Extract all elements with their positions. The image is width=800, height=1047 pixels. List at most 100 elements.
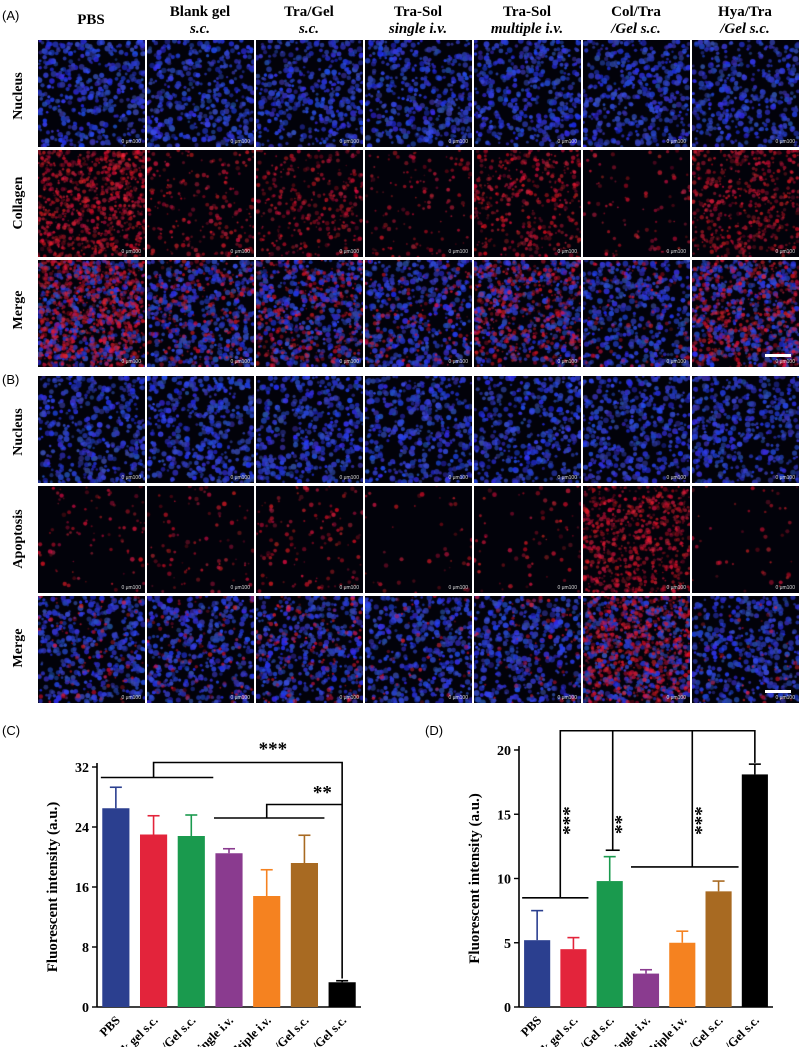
stain-image: 0 μm100 bbox=[365, 486, 472, 593]
scale-label: 0 μm100 bbox=[557, 249, 577, 255]
scale-label: 0 μm100 bbox=[121, 475, 141, 481]
significance-bracket bbox=[559, 730, 756, 898]
y-tick-label: 0 bbox=[82, 1001, 89, 1016]
bar bbox=[177, 836, 205, 1007]
stain-image: 0 μm100 bbox=[583, 486, 690, 593]
panel-label-d: (D) bbox=[425, 723, 444, 738]
nucleus-image: 0 μm100 bbox=[365, 40, 472, 147]
scale-label: 0 μm100 bbox=[339, 695, 359, 701]
scale-bar bbox=[765, 690, 791, 693]
y-tick-label: 5 bbox=[504, 937, 511, 952]
y-tick-label: 24 bbox=[75, 821, 89, 836]
row-label-nucleus-a: Nucleus bbox=[11, 72, 26, 120]
merge-image: 0 μm100 bbox=[474, 596, 581, 703]
column-header-line2: s.c. bbox=[299, 21, 319, 37]
nucleus-image: 0 μm100 bbox=[256, 376, 363, 483]
merge-image: 0 μm100 bbox=[365, 260, 472, 367]
merge-image: 0 μm100 bbox=[583, 596, 690, 703]
stain-image: 0 μm100 bbox=[38, 150, 145, 257]
column-header-line1: Blank gel bbox=[169, 4, 231, 20]
scale-label: 0 μm100 bbox=[775, 475, 795, 481]
stain-image: 0 μm100 bbox=[256, 486, 363, 593]
scale-label: 0 μm100 bbox=[230, 475, 250, 481]
bar bbox=[632, 973, 660, 1007]
significance-marker: ** bbox=[612, 815, 633, 834]
scale-label: 0 μm100 bbox=[557, 359, 577, 365]
stain-image: 0 μm100 bbox=[474, 150, 581, 257]
scale-label: 0 μm100 bbox=[230, 695, 250, 701]
scale-label: 0 μm100 bbox=[557, 585, 577, 591]
y-tick-label: 20 bbox=[497, 744, 511, 759]
significance-marker: *** bbox=[691, 806, 712, 835]
nucleus-image: 0 μm100 bbox=[256, 40, 363, 147]
bar bbox=[102, 808, 130, 1007]
column-header: Tra-Sol single i.v. bbox=[363, 4, 473, 38]
nucleus-image: 0 μm100 bbox=[38, 376, 145, 483]
column-header: PBS bbox=[36, 12, 146, 29]
stain-image: 0 μm100 bbox=[38, 486, 145, 593]
scale-label: 0 μm100 bbox=[666, 475, 686, 481]
y-tick-label: 16 bbox=[75, 881, 89, 896]
bar bbox=[741, 774, 768, 1007]
scale-label: 0 μm100 bbox=[448, 139, 468, 145]
scale-label: 0 μm100 bbox=[775, 695, 795, 701]
merge-image: 0 μm100 bbox=[692, 596, 799, 703]
row-label-nucleus-b: Nucleus bbox=[11, 408, 26, 456]
x-tick-label: PBS bbox=[97, 1013, 123, 1039]
bar bbox=[290, 863, 319, 1007]
nucleus-image: 0 μm100 bbox=[474, 40, 581, 147]
column-header-line2: single i.v. bbox=[388, 21, 448, 37]
merge-image: 0 μm100 bbox=[583, 260, 690, 367]
scale-label: 0 μm100 bbox=[339, 249, 359, 255]
scale-label: 0 μm100 bbox=[666, 359, 686, 365]
merge-image: 0 μm100 bbox=[147, 260, 254, 367]
scale-label: 0 μm100 bbox=[448, 249, 468, 255]
bar bbox=[139, 834, 168, 1007]
scale-label: 0 μm100 bbox=[775, 139, 795, 145]
x-tick-label: PBS bbox=[518, 1013, 544, 1039]
column-header: Col/Tra/Gel s.c. bbox=[581, 4, 691, 38]
bar bbox=[328, 982, 356, 1007]
panel-label-c: (C) bbox=[2, 723, 21, 738]
stain-image: 0 μm100 bbox=[692, 150, 799, 257]
scale-label: 0 μm100 bbox=[666, 139, 686, 145]
scale-label: 0 μm100 bbox=[775, 249, 795, 255]
column-header: Tra/Gel s.c. bbox=[254, 4, 364, 38]
scale-label: 0 μm100 bbox=[339, 475, 359, 481]
scale-label: 0 μm100 bbox=[339, 139, 359, 145]
bar bbox=[596, 881, 623, 1007]
merge-image: 0 μm100 bbox=[147, 596, 254, 703]
scale-label: 0 μm100 bbox=[775, 359, 795, 365]
column-header: Hya/Tra/Gel s.c. bbox=[690, 4, 800, 38]
scale-bar bbox=[765, 354, 791, 357]
column-header-line2: /Gel s.c. bbox=[720, 21, 770, 37]
stain-image: 0 μm100 bbox=[474, 486, 581, 593]
y-tick-label: 15 bbox=[497, 808, 511, 823]
merge-image: 0 μm100 bbox=[256, 260, 363, 367]
column-header-line2: s.c. bbox=[190, 21, 210, 37]
bar bbox=[524, 940, 551, 1007]
scale-label: 0 μm100 bbox=[448, 585, 468, 591]
bar bbox=[705, 891, 732, 1007]
merge-image: 0 μm100 bbox=[365, 596, 472, 703]
stain-image: 0 μm100 bbox=[147, 150, 254, 257]
scale-label: 0 μm100 bbox=[230, 585, 250, 591]
scale-label: 0 μm100 bbox=[121, 359, 141, 365]
scale-label: 0 μm100 bbox=[448, 475, 468, 481]
stain-image: 0 μm100 bbox=[692, 486, 799, 593]
scale-label: 0 μm100 bbox=[230, 359, 250, 365]
bar bbox=[215, 853, 243, 1007]
scale-label: 0 μm100 bbox=[666, 695, 686, 701]
y-tick-label: 10 bbox=[497, 873, 511, 888]
stain-image: 0 μm100 bbox=[583, 150, 690, 257]
scale-label: 0 μm100 bbox=[339, 359, 359, 365]
nucleus-image: 0 μm100 bbox=[365, 376, 472, 483]
significance-marker: *** bbox=[559, 806, 580, 835]
merge-image: 0 μm100 bbox=[38, 260, 145, 367]
significance-bracket bbox=[152, 761, 343, 979]
row-label-apoptosis: Apoptosis bbox=[11, 509, 26, 569]
column-header: Blank gel s.c. bbox=[145, 4, 255, 38]
y-tick-label: 32 bbox=[75, 761, 89, 776]
column-header-line1: Tra-Sol bbox=[502, 4, 552, 20]
